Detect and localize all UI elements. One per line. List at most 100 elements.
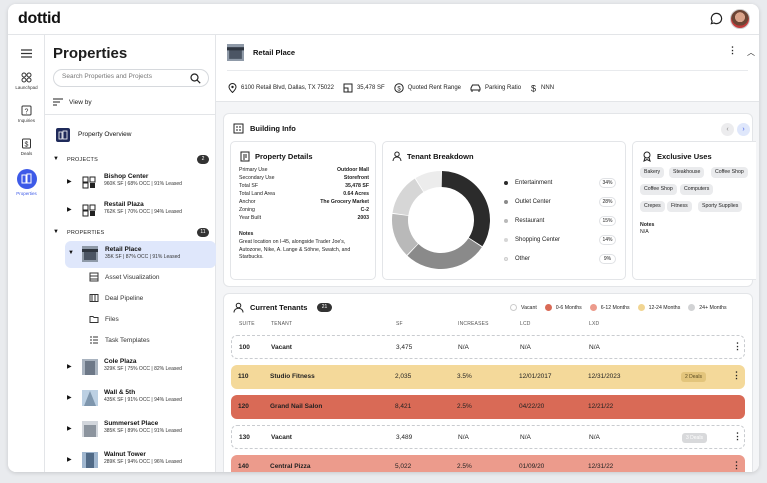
current-tenants-title: Current Tenants — [250, 303, 308, 312]
tenant-cell: Vacant — [271, 434, 292, 441]
property-stats: 329K SF | 75% OCC | 82% Leased — [104, 366, 182, 372]
building-thumbnail — [82, 452, 98, 468]
projects-section-header[interactable]: ▼ PROJECTS 2 — [45, 155, 216, 167]
sf-cell: 2,035 — [395, 373, 412, 380]
detail-value: 0.64 Acres — [343, 191, 369, 197]
search-input[interactable] — [62, 73, 182, 80]
use-tag: Fitness — [667, 201, 692, 212]
use-tag: Bakery — [640, 167, 665, 178]
lxd-cell: 12/31/22 — [588, 463, 614, 470]
deals-badge[interactable]: 3 Deals — [682, 433, 707, 443]
caret-right-icon: ▶ — [67, 207, 72, 213]
column-header[interactable]: LCD — [520, 321, 531, 327]
row-options-icon[interactable]: ⋮ — [732, 460, 741, 470]
property-name: Retail Place — [105, 246, 142, 253]
more-options-icon[interactable]: ⋮ — [728, 45, 737, 55]
legend-dot — [589, 304, 597, 311]
legend-item: 24+ Months — [688, 304, 727, 311]
tenant-row[interactable]: 100 Vacant 3,475 N/A N/A N/A ⋮ — [231, 335, 745, 359]
address-text: 6100 Retail Blvd, Dallas, TX 75022 — [241, 85, 334, 91]
column-header[interactable]: TENANT — [271, 321, 293, 327]
rail-item-properties[interactable]: Properties — [8, 169, 45, 196]
document-icon — [240, 151, 250, 162]
project-name: Restail Plaza — [104, 201, 144, 208]
project-item[interactable]: ▶ Bishop Center 960K SF | 68% OCC | 91% … — [45, 172, 216, 194]
row-options-icon[interactable]: ⋮ — [732, 370, 741, 380]
property-name: Summerset Place — [104, 420, 159, 427]
detail-value: Outdoor Mall — [337, 167, 369, 173]
legend-dot — [504, 257, 508, 261]
properties-count-badge: 11 — [197, 228, 209, 237]
property-overview-label: Property Overview — [78, 131, 132, 138]
donut-slice — [415, 171, 441, 192]
rail-item-inquiries[interactable]: ? Inquiries — [8, 105, 45, 123]
column-header[interactable]: LXD — [589, 321, 600, 327]
legend-dot — [544, 304, 552, 311]
breakdown-row: Shopping Center 14% — [504, 235, 616, 245]
lcd-cell: 04/22/20 — [519, 403, 545, 410]
detail-key: Total SF — [239, 183, 259, 189]
collapse-chevron-icon[interactable]: ︿ — [747, 48, 755, 57]
rail-item-launchpad[interactable]: Launchpad — [8, 72, 45, 90]
deals-badge[interactable]: 2 Deals — [681, 372, 706, 382]
hamburger-menu-icon[interactable] — [21, 49, 32, 58]
increases-cell: 3.5% — [457, 373, 472, 380]
properties-sidebar: Properties View by Property Overview ▼ P… — [45, 34, 216, 472]
carousel-prev-button[interactable]: ‹ — [721, 123, 734, 136]
caret-right-icon: ▶ — [67, 395, 72, 401]
lcd-cell: 12/01/2017 — [519, 373, 552, 380]
property-overview-item[interactable]: Property Overview — [45, 126, 216, 144]
column-header[interactable]: SF — [396, 321, 403, 327]
breakdown-pct: 34% — [599, 178, 616, 188]
building-thumbnail — [82, 246, 98, 262]
tenant-row[interactable]: 130 Vacant 3,489 N/A N/A N/A 3 Deals ⋮ — [231, 425, 745, 449]
ribbon-award-icon — [643, 151, 651, 162]
property-title: Retail Place — [253, 48, 296, 57]
building-info-title: Building Info — [250, 124, 296, 133]
legend-label: 0-6 Months — [555, 304, 582, 311]
row-options-icon[interactable]: ⋮ — [733, 341, 742, 351]
rail-item-deals[interactable]: $ Deals — [8, 138, 45, 156]
property-item[interactable]: ▶ Summerset Place 385K SF | 89% OCC | 91… — [45, 419, 216, 441]
subitem-asset-visualization[interactable]: Asset Visualization — [89, 272, 159, 282]
sf-cell: 3,489 — [396, 434, 413, 441]
carousel-next-button[interactable]: › — [737, 123, 750, 136]
lxd-cell: 12/21/22 — [588, 403, 614, 410]
divider — [227, 70, 748, 71]
use-tag: Computers — [680, 184, 714, 195]
column-header[interactable]: SUITE — [239, 321, 255, 327]
subitem-label: Asset Visualization — [105, 273, 160, 281]
use-tag: Sporty Supplies — [698, 201, 743, 212]
app-logo[interactable]: dottid — [18, 10, 61, 27]
svg-text:?: ? — [25, 109, 29, 116]
column-header[interactable]: INCREASES — [458, 321, 489, 327]
suite-cell: 110 — [238, 373, 249, 380]
tenant-cell: Vacant — [271, 344, 292, 351]
project-item[interactable]: ▶ Restail Plaza 762K SF | 70% OCC | 94% … — [45, 200, 216, 222]
tenant-row[interactable]: 120 Grand Nail Salon 8,421 2.5% 04/22/20… — [231, 395, 745, 419]
property-item-selected[interactable]: ▼ Retail Place 35K SF | 87% OCC | 91% Le… — [65, 241, 216, 268]
properties-section-header[interactable]: ▼ PROPERTIES 11 — [45, 228, 216, 240]
property-details-title: Property Details — [255, 152, 313, 161]
deal-pipeline-icon — [89, 294, 99, 302]
chat-icon[interactable] — [710, 12, 723, 25]
subitem-task-templates[interactable]: Task Templates — [89, 335, 150, 345]
tenant-row[interactable]: 110 Studio Fitness 2,035 3.5% 12/01/2017… — [231, 365, 745, 389]
subitem-label: Deal Pipeline — [105, 294, 144, 302]
search-icon[interactable] — [190, 73, 201, 84]
property-item[interactable]: ▶ Wall & 5th 435K SF | 91% OCC | 94% Lea… — [45, 388, 216, 410]
subitem-deal-pipeline[interactable]: Deal Pipeline — [89, 293, 143, 303]
tenant-row[interactable]: 140 Central Pizza 5,022 2.5% 01/09/20 12… — [231, 455, 745, 472]
user-avatar[interactable] — [730, 9, 750, 29]
property-item[interactable]: ▶ Cole Plaza 329K SF | 75% OCC | 82% Lea… — [45, 357, 216, 379]
breakdown-pct: 28% — [599, 197, 616, 207]
location-pin-icon — [228, 83, 237, 93]
property-name: Walnut Tower — [104, 451, 146, 458]
view-by-toggle[interactable]: View by — [53, 98, 92, 106]
suite-cell: 120 — [238, 403, 249, 410]
exclusive-uses-title: Exclusive Uses — [657, 152, 712, 161]
row-options-icon[interactable]: ⋮ — [733, 431, 742, 441]
property-item[interactable]: ▶ Walnut Tower 289K SF | 94% OCC | 96% L… — [45, 450, 216, 472]
subitem-files[interactable]: Files — [89, 314, 119, 324]
notes-text: Great location on I-45, alongside Trader… — [239, 239, 351, 260]
